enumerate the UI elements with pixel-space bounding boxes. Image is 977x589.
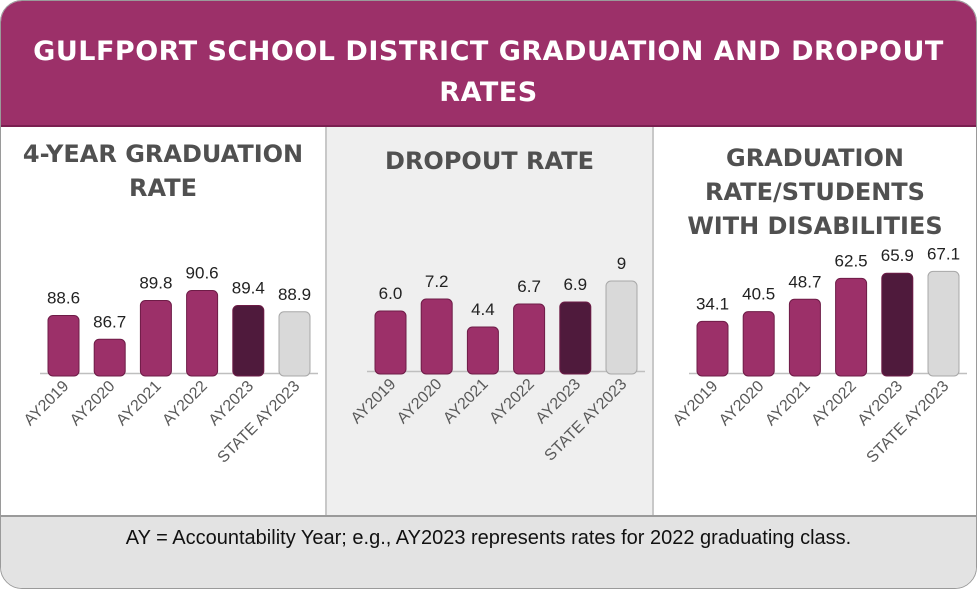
bar-ay2022 xyxy=(513,303,546,375)
data-label: 6.9 xyxy=(563,275,587,294)
category-tick-label: AY2022 xyxy=(808,378,860,430)
data-label: 7.2 xyxy=(425,272,449,291)
panel-title-dropout-rate: DROPOUT RATE xyxy=(385,147,594,175)
footnote-text: AY = Accountability Year; e.g., AY2023 r… xyxy=(125,527,852,549)
category-tick-label: AY2020 xyxy=(394,376,446,428)
data-label: 62.5 xyxy=(835,251,868,270)
category-tick-label: AY2020 xyxy=(67,378,119,430)
data-label: 67.1 xyxy=(927,244,960,263)
data-label: 89.8 xyxy=(139,274,172,293)
bar-ay2021 xyxy=(466,326,499,375)
data-label: 6.0 xyxy=(379,284,403,303)
bar-state-ay2023 xyxy=(278,311,311,377)
category-tick-label: STATE AY2023 xyxy=(542,376,631,465)
data-label: 89.4 xyxy=(232,279,265,298)
bar-ay2023 xyxy=(232,305,265,377)
bar-ay2019 xyxy=(47,315,80,377)
bar-ay2019 xyxy=(374,310,407,375)
data-label: 90.6 xyxy=(186,264,219,283)
data-label: 48.7 xyxy=(788,272,821,291)
bar-ay2020 xyxy=(742,311,775,377)
category-tick-label: AY2019 xyxy=(348,376,400,428)
category-tick-label: AY2019 xyxy=(670,378,722,430)
panel-disabilities-graduation-rate: GRADUATION RATE/STUDENTS WITH DISABILITI… xyxy=(654,127,976,515)
bar-ay2022 xyxy=(835,277,868,377)
bar-ay2023 xyxy=(881,272,914,377)
data-label: 4.4 xyxy=(471,300,495,319)
bar-ay2022 xyxy=(186,290,219,377)
data-label: 65.9 xyxy=(881,246,914,265)
data-label: 34.1 xyxy=(696,294,729,313)
header-banner: GULFPORT SCHOOL DISTRICT GRADUATION AND … xyxy=(1,1,976,127)
footer-note-bar: AY = Accountability Year; e.g., AY2023 r… xyxy=(1,515,976,588)
bar-ay2021 xyxy=(139,300,172,377)
chart-dropout-rate: 6.0AY20197.2AY20204.4AY20216.7AY20226.9A… xyxy=(348,254,645,465)
bar-ay2020 xyxy=(93,338,126,377)
panel-divider xyxy=(652,127,654,515)
data-label: 88.9 xyxy=(278,285,311,304)
category-tick-label: AY2022 xyxy=(486,376,538,428)
chart-graduation-rate: 88.6 AY2019 86.7 AY2020 89.8 AY2021 90.6 AY2022… xyxy=(21,264,318,467)
category-tick-label: STATE AY2023 xyxy=(864,378,953,467)
category-tick-label: AY2019 xyxy=(21,378,73,430)
data-label: 86.7 xyxy=(93,312,126,331)
category-tick-label: AY2020 xyxy=(716,378,768,430)
bar-ay2023 xyxy=(559,301,592,375)
panel-title-disabilities-graduation-rate: GRADUATION RATE/STUDENTS WITH DISABILITI… xyxy=(687,144,943,240)
category-tick-label: AY2021 xyxy=(762,378,814,430)
data-label: 40.5 xyxy=(742,285,775,304)
page-title: GULFPORT SCHOOL DISTRICT GRADUATION AND … xyxy=(33,36,944,108)
panel-dropout-rate: DROPOUT RATE 6.0 AY2019 7.2 AY2020 4.4 AY2021… xyxy=(327,127,652,515)
panel-title-graduation-rate: 4-YEAR GRADUATION RATE xyxy=(22,140,304,202)
panel-divider xyxy=(325,127,327,515)
category-tick-label: AY2021 xyxy=(440,376,492,428)
bar-ay2019 xyxy=(696,320,729,377)
bar-ay2020 xyxy=(420,298,453,375)
category-tick-label: AY2021 xyxy=(113,378,165,430)
bar-state-ay2023 xyxy=(605,280,638,375)
category-tick-label: AY2022 xyxy=(159,378,211,430)
bar-ay2021 xyxy=(788,298,821,377)
panel-graduation-rate: 4-YEAR GRADUATION RATE 88.6 AY2019 86.7 AY2… xyxy=(1,127,325,515)
bar-state-ay2023 xyxy=(927,270,960,377)
data-label: 9 xyxy=(617,254,626,273)
category-tick-label: STATE AY2023 xyxy=(215,378,304,467)
data-label: 6.7 xyxy=(517,277,541,296)
chart-disabilities-graduation-rate: 34.1 AY2019 40.5 AY2020 48.7 AY2021 62.5 AY2022… xyxy=(670,244,967,467)
data-label: 88.6 xyxy=(47,289,80,308)
